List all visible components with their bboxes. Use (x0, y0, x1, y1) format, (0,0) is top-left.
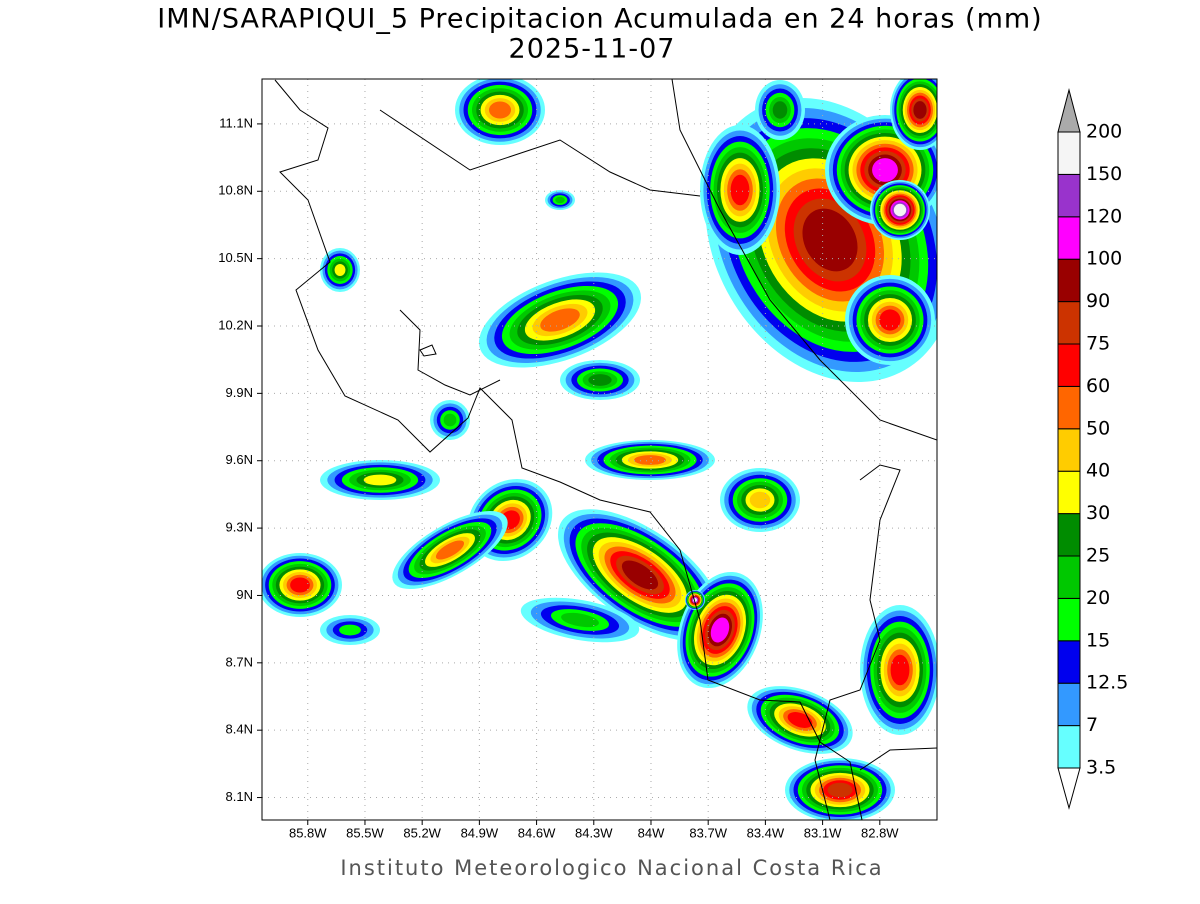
colorbar-box (1057, 640, 1081, 684)
y-tick-label: 9.9N (226, 385, 253, 400)
y-tick-label: 11.1N (219, 115, 253, 130)
precip-contour (588, 374, 612, 386)
colorbar-label: 12.5 (1086, 672, 1128, 694)
x-tick-label: 85.5W (346, 825, 384, 840)
precip-contour (710, 617, 730, 643)
precip-contour (621, 560, 659, 590)
x-tick-label: 82.8W (861, 825, 899, 840)
precip-contour (802, 208, 858, 272)
colorbar-label: 3.5 (1086, 757, 1116, 779)
y-tick-label: 9.3N (226, 520, 253, 535)
y-tick-label: 9.6N (226, 452, 253, 467)
map-frame (261, 78, 938, 821)
colorbar-below (1057, 767, 1081, 810)
colorbar-label: 100 (1086, 248, 1122, 270)
colorbar-box (1057, 131, 1081, 175)
colorbar: 3.5 7 12.5 15 20 25 30 40 50 60 75 90 100 120 150 200 (1057, 88, 1128, 810)
x-tick-label: 83.4W (747, 825, 785, 840)
colorbar-label: 50 (1086, 417, 1110, 439)
precip-contour (334, 264, 346, 276)
caribbean-coast (671, 79, 937, 441)
precip-contour (730, 174, 750, 206)
subtitle: 2025-11-07 (509, 34, 676, 65)
title: IMN/SARAPIQUI_5 Precipitacion Acumulada … (157, 4, 1042, 35)
colorbar-box (1057, 301, 1081, 345)
nicaragua-border (379, 109, 701, 197)
colorbar-label: 75 (1086, 333, 1110, 355)
x-tick-label: 85.8W (289, 825, 327, 840)
coastlines (274, 79, 937, 820)
nicoya-gulf (399, 309, 501, 396)
bocas-coast (859, 747, 937, 771)
precip-contour (893, 203, 907, 217)
colorbar-label: 90 (1086, 290, 1110, 312)
colorbar-box (1057, 216, 1081, 260)
precip-contour (290, 577, 310, 593)
pacific-coast (274, 79, 863, 820)
x-tick-label: 84.6W (518, 825, 556, 840)
y-tick-label: 10.5N (218, 250, 253, 265)
colorbar-box (1057, 428, 1081, 472)
precip-contour (634, 455, 666, 465)
y-tick-label: 10.8N (218, 183, 253, 198)
axes: 85.8W 85.5W 85.2W 84.9W 84.6W 84.3W 84W 83.7W 83… (218, 115, 899, 840)
colorbar-box (1057, 513, 1081, 557)
colorbar-label: 20 (1086, 587, 1110, 609)
colorbar-box (1057, 725, 1081, 769)
precip-contour (913, 101, 927, 119)
colorbar-label: 7 (1086, 714, 1098, 736)
colorbar-box (1057, 343, 1081, 387)
x-tick-label: 83.7W (689, 825, 727, 840)
precip-field (262, 79, 937, 820)
footer: Instituto Meteorologico Nacional Costa R… (340, 856, 883, 880)
colorbar-label: 60 (1086, 375, 1110, 397)
y-tick-label: 8.4N (226, 722, 253, 737)
colorbar-label: 25 (1086, 545, 1110, 567)
colorbar-box (1057, 555, 1081, 599)
precip-contour (787, 712, 813, 728)
precip-contour (879, 309, 901, 331)
y-tick-label: 10.2N (218, 317, 253, 332)
y-tick-label: 8.1N (226, 789, 253, 804)
colorbar-label: 30 (1086, 502, 1110, 524)
colorbar-box (1057, 385, 1081, 430)
colorbar-label: 40 (1086, 460, 1110, 482)
colorbar-box (1057, 258, 1081, 303)
precip-contour (435, 540, 465, 560)
precip-contour (827, 782, 853, 798)
x-tick-label: 84.9W (461, 825, 499, 840)
panama-border (814, 464, 901, 820)
x-tick-label: 84.3W (575, 825, 613, 840)
precip-contour (489, 101, 511, 119)
precip-contour (872, 158, 898, 182)
precip-contour (890, 654, 910, 686)
precip-contour (749, 491, 771, 509)
colorbar-label: 120 (1086, 205, 1122, 227)
colorbar-label: 15 (1086, 629, 1110, 651)
colorbar-above (1057, 88, 1081, 133)
lake (419, 344, 437, 357)
precip-contour (339, 624, 361, 636)
colorbar-box (1057, 173, 1081, 218)
x-tick-label: 84W (638, 825, 665, 840)
colorbar-box (1057, 682, 1081, 727)
colorbar-box (1057, 470, 1081, 515)
precip-contour (555, 196, 565, 204)
y-tick-label: 9N (236, 587, 253, 602)
colorbar-box (1057, 597, 1081, 642)
precip-contour (363, 474, 397, 486)
precip-contour (772, 101, 788, 119)
colorbar-label: 200 (1086, 121, 1122, 143)
precip-contour (561, 612, 599, 628)
x-tick-label: 83.1W (804, 825, 842, 840)
precip-contour (443, 413, 457, 427)
x-tick-label: 85.2W (403, 825, 441, 840)
y-tick-label: 8.7N (226, 654, 253, 669)
colorbar-label: 150 (1086, 163, 1122, 185)
